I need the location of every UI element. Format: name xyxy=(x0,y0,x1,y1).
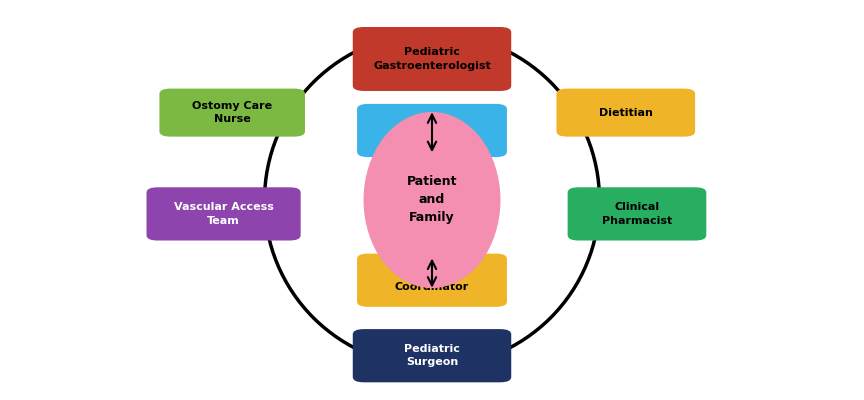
FancyBboxPatch shape xyxy=(147,187,301,240)
FancyBboxPatch shape xyxy=(353,27,511,91)
FancyBboxPatch shape xyxy=(357,254,507,307)
Text: Pediatric
Surgeon: Pediatric Surgeon xyxy=(404,344,460,367)
Ellipse shape xyxy=(365,113,499,287)
FancyBboxPatch shape xyxy=(568,187,706,240)
FancyBboxPatch shape xyxy=(353,329,511,382)
Text: Vascular Access
Team: Vascular Access Team xyxy=(174,202,274,226)
Text: Nurse
Coordinator: Nurse Coordinator xyxy=(395,269,469,292)
Text: Child Life
Specialist: Child Life Specialist xyxy=(402,119,462,142)
Text: Ostomy Care
Nurse: Ostomy Care Nurse xyxy=(192,101,272,124)
FancyBboxPatch shape xyxy=(357,104,507,157)
Text: Pediatric
Gastroenterologist: Pediatric Gastroenterologist xyxy=(373,47,491,70)
FancyBboxPatch shape xyxy=(556,88,696,137)
Text: Clinical
Pharmacist: Clinical Pharmacist xyxy=(602,202,672,226)
FancyBboxPatch shape xyxy=(160,88,305,137)
Text: Dietitian: Dietitian xyxy=(599,108,652,118)
Text: Patient
and
Family: Patient and Family xyxy=(407,176,457,224)
